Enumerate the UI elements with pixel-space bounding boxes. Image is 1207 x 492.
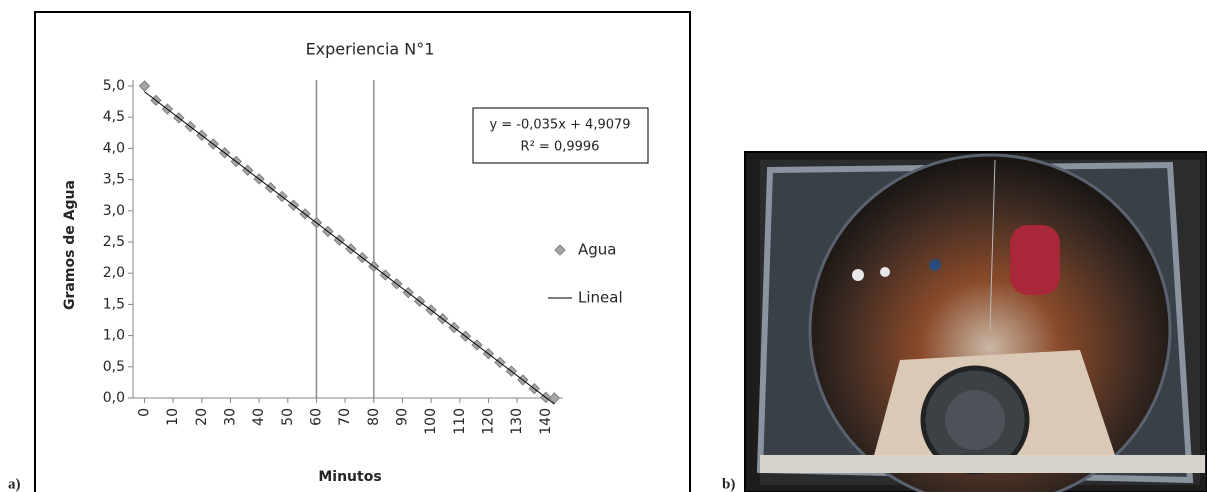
y-tick-label: 4,0	[103, 140, 125, 156]
x-tick-label: 140	[538, 408, 554, 435]
y-tick-label: 1,5	[103, 296, 125, 312]
x-tick-label: 80	[366, 408, 382, 426]
x-tick-label: 90	[394, 408, 410, 426]
photo	[745, 152, 1207, 492]
x-tick-label: 40	[251, 408, 267, 426]
figure: Experiencia N°1 Gramos de Agua Minutos a…	[0, 0, 1207, 492]
x-tick-label: 120	[480, 408, 496, 435]
x-tick-label: 0	[136, 408, 152, 417]
x-tick-label: 100	[423, 408, 439, 435]
equation-box	[473, 108, 648, 163]
legend-label: Agua	[578, 241, 616, 259]
y-tick-label: 2,0	[103, 265, 125, 281]
panel-label: b)	[722, 476, 735, 492]
trend-equation: y = -0,035x + 4,9079	[489, 118, 630, 133]
y-tick-label: 0,5	[103, 359, 125, 375]
x-tick-label: 70	[337, 408, 353, 426]
y-tick-label: 3,5	[103, 172, 125, 188]
legend-label: Lineal	[578, 289, 623, 307]
page: {"panel_labels": ["a)", "b)"], "chart_da…	[0, 0, 1207, 492]
y-tick-label: 4,5	[103, 109, 125, 125]
y-axis-label: Gramos de Agua	[62, 180, 78, 310]
x-tick-label: 50	[280, 408, 296, 426]
y-tick-label: 1,0	[103, 328, 125, 344]
x-tick-label: 130	[509, 408, 525, 435]
x-tick-label: 110	[452, 408, 468, 435]
y-tick-label: 5,0	[103, 78, 125, 94]
x-tick-label: 20	[194, 408, 210, 426]
x-tick-label: 10	[165, 408, 181, 426]
y-tick-label: 2,5	[103, 234, 125, 250]
panel-label: a)	[8, 476, 21, 492]
x-tick-label: 30	[222, 408, 238, 426]
trend-r-squared: R² = 0,9996	[521, 140, 600, 155]
x-axis-label: Minutos	[318, 469, 381, 485]
y-tick-label: 0,0	[103, 390, 125, 406]
chart-title: Experiencia N°1	[306, 40, 435, 59]
y-tick-label: 3,0	[103, 203, 125, 219]
x-tick-label: 60	[308, 408, 324, 426]
